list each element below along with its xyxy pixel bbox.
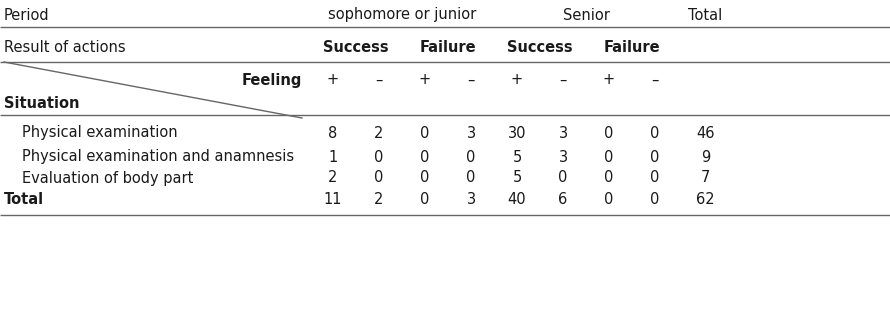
Text: 2: 2 xyxy=(375,192,384,208)
Text: Result of actions: Result of actions xyxy=(4,40,125,54)
Text: +: + xyxy=(511,73,523,87)
Text: 3: 3 xyxy=(466,192,475,208)
Text: 0: 0 xyxy=(420,149,430,164)
Text: 2: 2 xyxy=(328,171,337,185)
Text: Senior: Senior xyxy=(562,8,610,22)
Text: 11: 11 xyxy=(324,192,343,208)
Text: Period: Period xyxy=(4,8,50,22)
Text: Physical examination and anamnesis: Physical examination and anamnesis xyxy=(22,149,294,164)
Text: +: + xyxy=(419,73,431,87)
Text: 7: 7 xyxy=(701,171,710,185)
Text: Total: Total xyxy=(689,8,723,22)
Text: Failure: Failure xyxy=(603,40,660,54)
Text: 0: 0 xyxy=(420,125,430,141)
Text: 0: 0 xyxy=(558,171,568,185)
Text: 30: 30 xyxy=(508,125,526,141)
Text: +: + xyxy=(327,73,339,87)
Text: 0: 0 xyxy=(466,149,475,164)
Text: Success: Success xyxy=(323,40,389,54)
Text: 62: 62 xyxy=(696,192,715,208)
Text: sophomore or junior: sophomore or junior xyxy=(328,8,476,22)
Text: 3: 3 xyxy=(558,125,568,141)
Text: 0: 0 xyxy=(466,171,475,185)
Text: 9: 9 xyxy=(701,149,710,164)
Text: +: + xyxy=(603,73,615,87)
Text: 46: 46 xyxy=(696,125,715,141)
Text: Evaluation of body part: Evaluation of body part xyxy=(22,171,193,185)
Text: 0: 0 xyxy=(604,192,614,208)
Text: Situation: Situation xyxy=(4,95,79,111)
Text: Feeling: Feeling xyxy=(241,73,302,87)
Text: 40: 40 xyxy=(507,192,526,208)
Text: –: – xyxy=(559,73,567,87)
Text: 0: 0 xyxy=(604,171,614,185)
Text: 0: 0 xyxy=(651,149,659,164)
Text: –: – xyxy=(467,73,474,87)
Text: 6: 6 xyxy=(558,192,568,208)
Text: –: – xyxy=(376,73,383,87)
Text: 0: 0 xyxy=(420,192,430,208)
Text: 5: 5 xyxy=(513,149,522,164)
Text: Total: Total xyxy=(4,192,44,208)
Text: Success: Success xyxy=(507,40,573,54)
Text: 1: 1 xyxy=(328,149,337,164)
Text: 0: 0 xyxy=(375,171,384,185)
Text: 0: 0 xyxy=(604,125,614,141)
Text: Physical examination: Physical examination xyxy=(22,125,178,141)
Text: 0: 0 xyxy=(651,171,659,185)
Text: 3: 3 xyxy=(466,125,475,141)
Text: 2: 2 xyxy=(375,125,384,141)
Text: 0: 0 xyxy=(420,171,430,185)
Text: Failure: Failure xyxy=(420,40,476,54)
Text: 0: 0 xyxy=(375,149,384,164)
Text: 8: 8 xyxy=(328,125,337,141)
Text: 5: 5 xyxy=(513,171,522,185)
Text: 0: 0 xyxy=(651,192,659,208)
Text: 0: 0 xyxy=(604,149,614,164)
Text: 3: 3 xyxy=(558,149,568,164)
Text: 0: 0 xyxy=(651,125,659,141)
Text: –: – xyxy=(651,73,659,87)
